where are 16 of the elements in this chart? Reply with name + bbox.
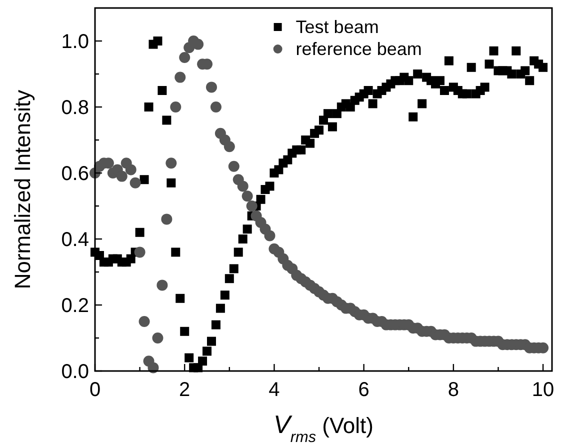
y-tick-label: 0.6 bbox=[61, 163, 89, 185]
y-tick-label: 1.0 bbox=[61, 31, 89, 53]
x-tick-label: 6 bbox=[358, 379, 370, 401]
x-tick-label: 0 bbox=[89, 379, 101, 401]
x-tick-label: 2 bbox=[179, 379, 190, 401]
y-tick-label: 0.0 bbox=[61, 361, 89, 383]
y-tick-label: 0.8 bbox=[61, 97, 89, 119]
y-tick-label: 0.4 bbox=[61, 229, 89, 251]
x-tick-label: 4 bbox=[268, 379, 280, 401]
x-axis-title: V$_{rms}$ (Volt) bbox=[274, 411, 374, 444]
y-tick-label: 0.2 bbox=[61, 295, 89, 317]
legend-label: Test beam bbox=[296, 17, 379, 37]
x-tick-label: 8 bbox=[448, 379, 459, 401]
y-axis-title: Normalized Intensity bbox=[10, 90, 35, 290]
x-tick-label: 10 bbox=[532, 379, 554, 401]
legend-label: reference beam bbox=[296, 39, 422, 59]
